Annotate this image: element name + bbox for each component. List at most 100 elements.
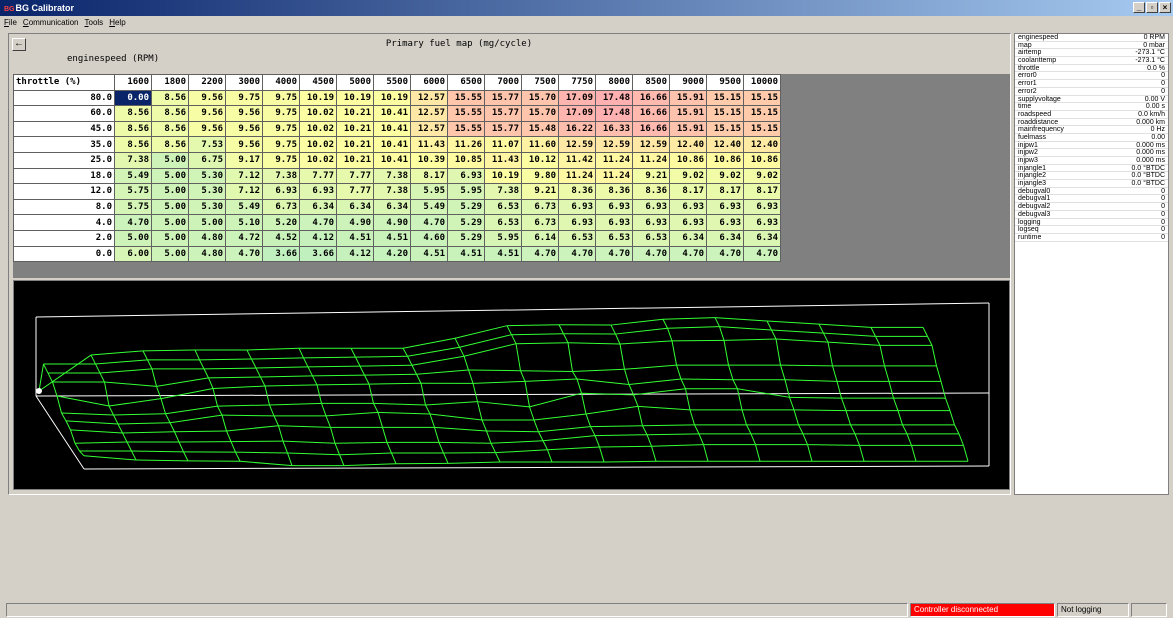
- map-cell[interactable]: 5.00: [151, 198, 189, 216]
- map-cell[interactable]: 10.41: [373, 120, 411, 138]
- map-cell[interactable]: 7.12: [225, 167, 263, 185]
- restore-button[interactable]: ▫: [1146, 2, 1158, 13]
- map-cell[interactable]: 4.90: [373, 214, 411, 231]
- map-cell[interactable]: 8.56: [114, 136, 152, 153]
- map-cell[interactable]: 4.72: [225, 229, 263, 247]
- map-cell[interactable]: 11.07: [484, 136, 522, 153]
- map-cell[interactable]: 17.09: [558, 105, 596, 122]
- map-cell[interactable]: 10.19: [373, 89, 411, 107]
- map-cell[interactable]: 9.80: [521, 167, 559, 185]
- column-header[interactable]: 9500: [706, 74, 744, 91]
- map-cell[interactable]: 5.10: [225, 214, 263, 231]
- map-cell[interactable]: 7.53: [188, 136, 226, 153]
- map-cell[interactable]: 6.34: [299, 198, 337, 216]
- map-cell[interactable]: 5.00: [151, 183, 189, 200]
- map-cell[interactable]: 15.55: [447, 89, 485, 107]
- map-cell[interactable]: 12.59: [558, 136, 596, 153]
- map-cell[interactable]: 8.17: [669, 183, 707, 200]
- map-cell[interactable]: 4.70: [225, 245, 263, 263]
- map-cell[interactable]: 7.77: [336, 183, 374, 200]
- map-cell[interactable]: 6.93: [299, 183, 337, 200]
- row-header[interactable]: 60.0: [13, 105, 115, 122]
- map-cell[interactable]: 9.02: [743, 167, 781, 185]
- map-cell[interactable]: 17.48: [595, 89, 633, 107]
- map-cell[interactable]: 15.55: [447, 120, 485, 138]
- map-cell[interactable]: 4.70: [743, 245, 781, 263]
- map-cell[interactable]: 6.93: [262, 183, 300, 200]
- column-header[interactable]: 2200: [188, 74, 226, 91]
- map-cell[interactable]: 5.29: [447, 198, 485, 216]
- map-cell[interactable]: 15.55: [447, 105, 485, 122]
- map-cell[interactable]: 8.36: [632, 183, 670, 200]
- map-cell[interactable]: 10.21: [336, 120, 374, 138]
- map-cell[interactable]: 4.70: [299, 214, 337, 231]
- map-cell[interactable]: 10.85: [447, 151, 485, 169]
- map-cell[interactable]: 6.53: [558, 229, 596, 247]
- map-cell[interactable]: 5.30: [188, 198, 226, 216]
- map-cell[interactable]: 6.73: [521, 198, 559, 216]
- map-cell[interactable]: 4.12: [336, 245, 374, 263]
- map-cell[interactable]: 9.21: [632, 167, 670, 185]
- map-cell[interactable]: 5.49: [225, 198, 263, 216]
- map-cell[interactable]: 4.70: [595, 245, 633, 263]
- column-header[interactable]: 7000: [484, 74, 522, 91]
- map-cell[interactable]: 5.29: [447, 214, 485, 231]
- back-button[interactable]: ←: [12, 38, 26, 51]
- map-cell[interactable]: 11.24: [632, 151, 670, 169]
- map-cell[interactable]: 12.57: [410, 105, 448, 122]
- map-cell[interactable]: 15.15: [743, 89, 781, 107]
- map-cell[interactable]: 6.34: [743, 229, 781, 247]
- row-header[interactable]: 4.0: [13, 214, 115, 231]
- map-cell[interactable]: 6.34: [336, 198, 374, 216]
- map-cell[interactable]: 10.21: [336, 105, 374, 122]
- map-cell[interactable]: 4.51: [373, 229, 411, 247]
- map-cell[interactable]: 8.56: [151, 120, 189, 138]
- map-cell[interactable]: 12.57: [410, 89, 448, 107]
- map-cell[interactable]: 8.56: [114, 120, 152, 138]
- map-cell[interactable]: 6.34: [669, 229, 707, 247]
- map-cell[interactable]: 4.70: [410, 214, 448, 231]
- map-cell[interactable]: 7.38: [373, 183, 411, 200]
- map-cell[interactable]: 10.12: [521, 151, 559, 169]
- map-cell[interactable]: 4.70: [521, 245, 559, 263]
- map-cell[interactable]: 6.73: [521, 214, 559, 231]
- map-cell[interactable]: 15.70: [521, 105, 559, 122]
- map-3d-view[interactable]: [13, 280, 1010, 490]
- column-header[interactable]: 1600: [114, 74, 152, 91]
- column-header[interactable]: 5500: [373, 74, 411, 91]
- map-cell[interactable]: 6.93: [632, 198, 670, 216]
- map-cell[interactable]: 12.59: [632, 136, 670, 153]
- map-cell[interactable]: 16.33: [595, 120, 633, 138]
- map-cell[interactable]: 15.91: [669, 89, 707, 107]
- map-cell[interactable]: 15.91: [669, 120, 707, 138]
- map-cell[interactable]: 11.24: [595, 167, 633, 185]
- map-cell[interactable]: 11.42: [558, 151, 596, 169]
- map-cell[interactable]: 8.17: [743, 183, 781, 200]
- map-cell[interactable]: 4.70: [632, 245, 670, 263]
- map-cell[interactable]: 5.75: [114, 183, 152, 200]
- map-cell[interactable]: 6.34: [706, 229, 744, 247]
- map-cell[interactable]: 9.75: [262, 105, 300, 122]
- map-cell[interactable]: 5.95: [447, 183, 485, 200]
- map-cell[interactable]: 5.00: [151, 214, 189, 231]
- map-cell[interactable]: 8.56: [151, 105, 189, 122]
- map-cell[interactable]: 7.38: [373, 167, 411, 185]
- map-cell[interactable]: 11.43: [484, 151, 522, 169]
- map-cell[interactable]: 12.57: [410, 120, 448, 138]
- map-cell[interactable]: 10.86: [743, 151, 781, 169]
- map-cell[interactable]: 6.93: [743, 214, 781, 231]
- map-cell[interactable]: 12.40: [743, 136, 781, 153]
- row-header[interactable]: 12.0: [13, 183, 115, 200]
- map-cell[interactable]: 16.66: [632, 89, 670, 107]
- map-cell[interactable]: 10.19: [484, 167, 522, 185]
- map-cell[interactable]: 6.73: [262, 198, 300, 216]
- map-cell[interactable]: 12.59: [595, 136, 633, 153]
- map-cell[interactable]: 8.17: [706, 183, 744, 200]
- map-cell[interactable]: 10.02: [299, 105, 337, 122]
- map-cell[interactable]: 15.15: [706, 105, 744, 122]
- map-cell[interactable]: 6.34: [373, 198, 411, 216]
- map-cell[interactable]: 7.38: [262, 167, 300, 185]
- row-header[interactable]: 2.0: [13, 229, 115, 247]
- column-header[interactable]: 8000: [595, 74, 633, 91]
- map-cell[interactable]: 5.95: [484, 229, 522, 247]
